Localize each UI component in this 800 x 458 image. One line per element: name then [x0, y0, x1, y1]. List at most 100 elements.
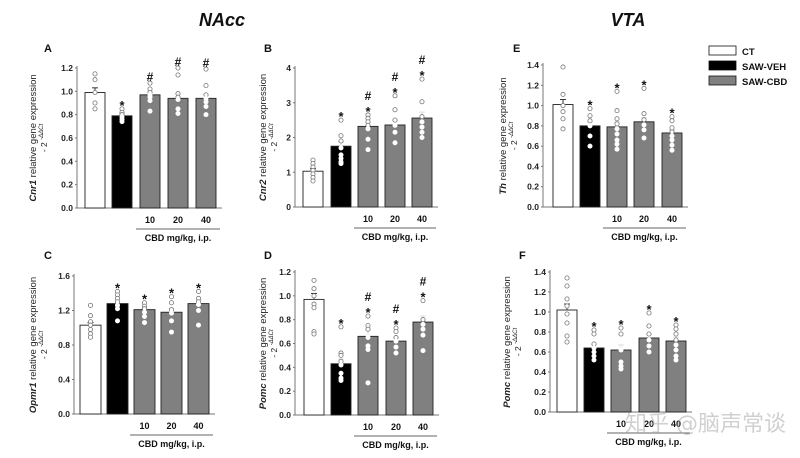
data-point: [338, 145, 344, 151]
data-point: [393, 329, 399, 335]
data-point: [310, 178, 316, 184]
data-point: [420, 332, 426, 338]
region-title-vta: VTA: [611, 10, 646, 30]
data-point: [175, 65, 181, 71]
significance-hash: #: [419, 53, 426, 67]
data-point: [419, 99, 425, 105]
data-point: [614, 146, 620, 152]
significance-star: *: [393, 317, 399, 332]
dose-label: 20: [391, 422, 401, 432]
x-group-label: CBD mg/kg, i.p.: [145, 233, 212, 243]
data-point: [92, 90, 98, 96]
data-point: [646, 343, 652, 349]
significance-hash: #: [393, 302, 400, 316]
data-point: [673, 347, 679, 353]
data-point: [560, 116, 566, 122]
y-tick-label: 0.4: [534, 367, 546, 377]
data-point: [195, 301, 201, 307]
dose-label: 20: [639, 214, 649, 224]
y-tick-label: 0.4: [58, 375, 70, 385]
legend-label-ct: CT: [742, 47, 755, 58]
y-tick-label: 1.6: [58, 271, 70, 281]
data-point: [419, 114, 425, 120]
data-point: [92, 77, 98, 83]
y-tick-label: 1.2: [534, 287, 546, 297]
dose-label: 40: [201, 215, 211, 225]
y-tick-label: 0.2: [61, 180, 73, 190]
data-point: [141, 309, 147, 315]
data-point: [564, 320, 570, 326]
data-point: [673, 357, 679, 363]
y-tick-label: 1.0: [279, 291, 291, 301]
y-axis-sublabel: - 2 -ΔΔCt: [269, 123, 279, 152]
data-point: [614, 141, 620, 147]
legend-label-saw-cbd: SAW-CBD: [742, 77, 787, 88]
panel-letter: A: [44, 43, 52, 55]
data-point: [141, 314, 147, 320]
data-point: [92, 100, 98, 106]
data-point: [641, 85, 647, 91]
dose-label: 40: [671, 419, 681, 429]
bar-saw-veh: [111, 115, 133, 209]
panel-letter: E: [513, 43, 520, 55]
data-point: [392, 117, 398, 123]
y-tick-label: 0.6: [61, 133, 73, 143]
data-point: [392, 93, 398, 99]
data-point: [587, 118, 593, 124]
y-tick-label: 1.2: [61, 63, 73, 73]
data-point: [147, 98, 153, 104]
y-tick-label: 1.0: [527, 101, 539, 111]
y-axis-label: Pomc relative gene expression: [502, 276, 513, 408]
panel-b: B 0 1 2 3 4 Cnr2 relative gene expression - 2 -…: [258, 43, 438, 242]
data-point: [614, 121, 620, 127]
data-point: [338, 133, 344, 139]
significance-hash: #: [365, 290, 372, 304]
data-point: [419, 134, 425, 140]
y-axis-sublabel: - 2 -ΔΔCt: [39, 124, 49, 153]
dose-label: 20: [644, 419, 654, 429]
data-point: [338, 362, 344, 368]
x-group-label: CBD mg/kg, i.p.: [611, 232, 678, 242]
data-point: [88, 326, 94, 332]
y-tick-label: 0.8: [61, 110, 73, 120]
dose-label: 40: [193, 421, 203, 431]
data-point: [564, 339, 570, 345]
y-tick-label: 2: [286, 133, 291, 143]
data-point: [646, 349, 652, 355]
data-point: [175, 97, 181, 103]
data-point: [419, 76, 425, 82]
data-point: [641, 122, 647, 128]
data-point: [673, 353, 679, 359]
data-point: [618, 359, 624, 365]
y-tick-label: 0.0: [534, 407, 546, 417]
data-point: [147, 108, 153, 114]
significance-star: *: [338, 316, 344, 331]
significance-star: *: [614, 80, 620, 95]
significance-hash: #: [420, 275, 427, 289]
data-point: [88, 322, 94, 328]
data-point: [564, 283, 570, 289]
data-point: [338, 324, 344, 330]
data-point: [669, 118, 675, 124]
data-point: [614, 116, 620, 122]
significance-star: *: [142, 292, 148, 307]
significance-star: *: [673, 314, 679, 329]
data-point: [392, 129, 398, 135]
data-point: [365, 147, 371, 153]
data-point: [564, 303, 570, 309]
data-point: [338, 352, 344, 358]
y-axis-sublabel: - 2 -ΔΔCt: [513, 328, 523, 357]
y-tick-label: 1.2: [58, 306, 70, 316]
data-point: [365, 380, 371, 386]
x-group-label: CBD mg/kg, i.p.: [138, 439, 205, 449]
data-point: [591, 345, 597, 351]
data-point: [669, 147, 675, 153]
y-tick-label: 0.6: [279, 339, 291, 349]
y-tick-label: 0.6: [534, 347, 546, 357]
data-point: [392, 122, 398, 128]
y-tick-label: 0.0: [527, 202, 539, 212]
data-point: [392, 107, 398, 113]
data-point: [365, 346, 371, 352]
y-tick-label: 1: [286, 167, 291, 177]
